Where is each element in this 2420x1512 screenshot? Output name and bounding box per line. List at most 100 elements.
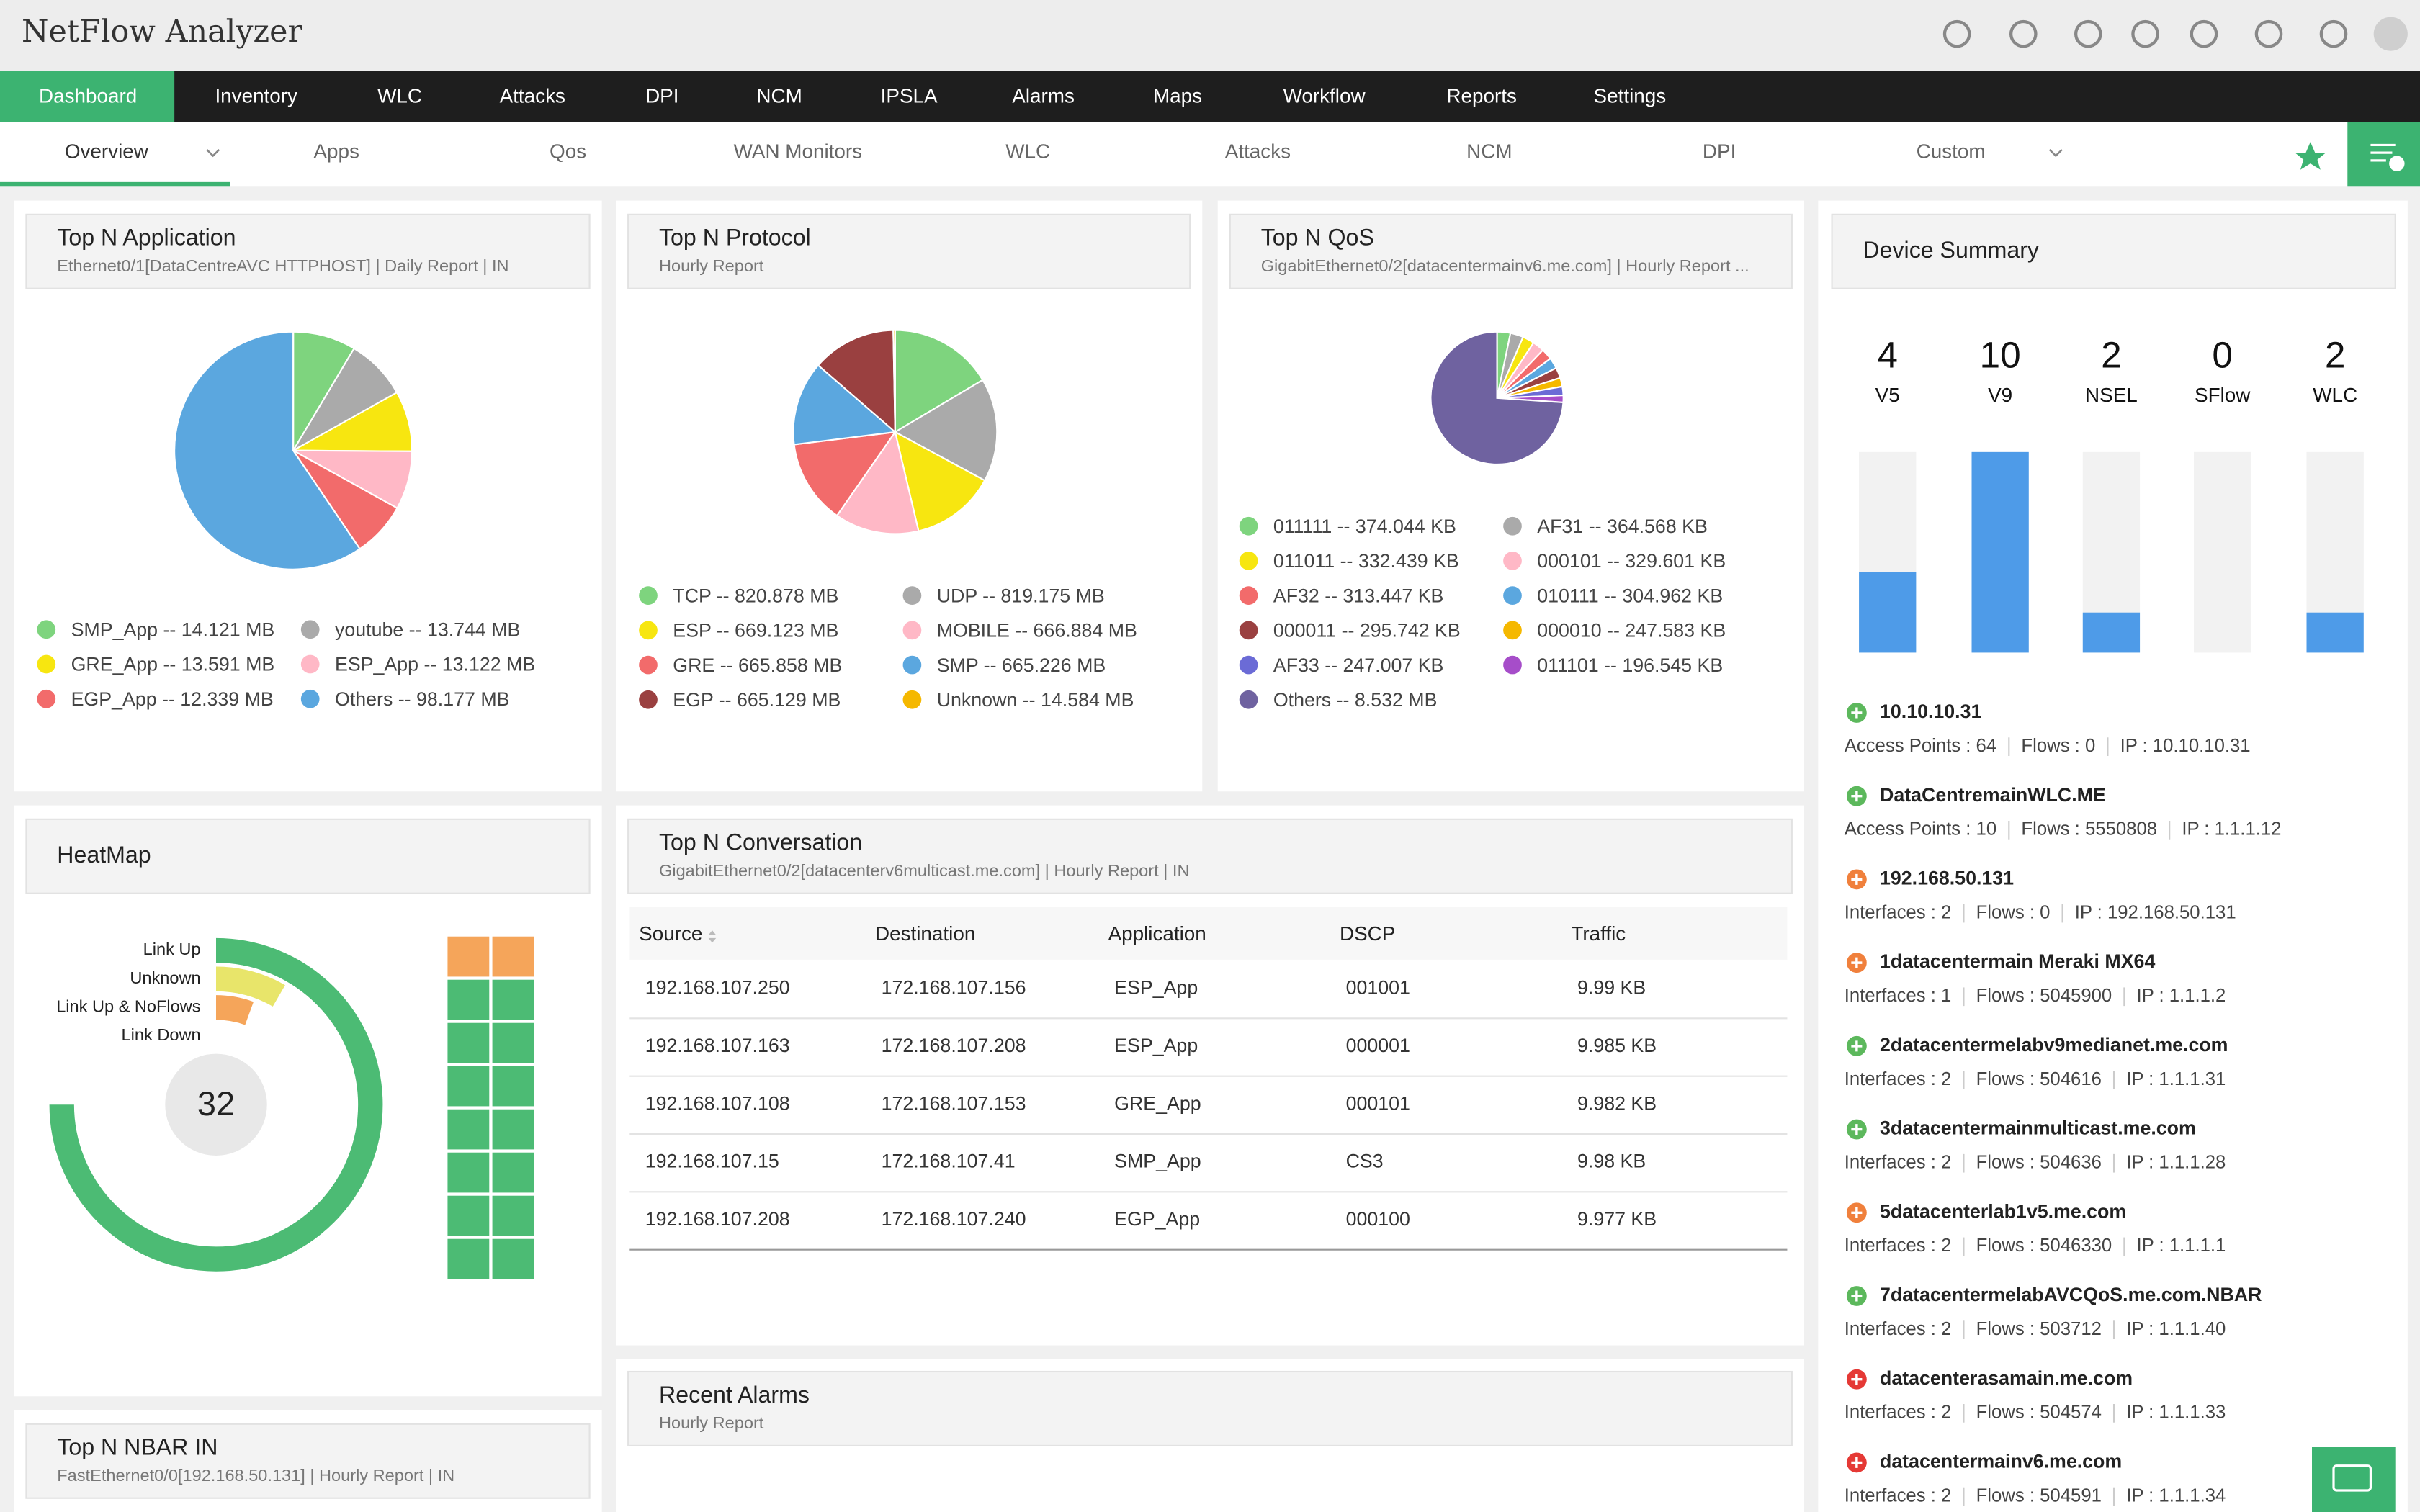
- pie-slice: [174, 330, 362, 570]
- favorite-star[interactable]: [2295, 142, 2326, 170]
- heatmap-cell[interactable]: [492, 1152, 534, 1193]
- legend-label: MOBILE -- 666.884 MB: [937, 620, 1137, 642]
- table-cell: 172.168.107.41: [882, 1151, 1016, 1172]
- device-count-label: V5: [1876, 384, 1900, 406]
- subnav-tab[interactable]: Apps: [313, 140, 359, 163]
- legend-dot: [37, 620, 56, 639]
- header-icon[interactable]: [1942, 19, 1971, 48]
- device-name[interactable]: datacentermainv6.me.com: [1880, 1451, 2122, 1472]
- nav-tab[interactable]: Maps: [1153, 84, 1202, 107]
- heatmap-cell[interactable]: [492, 936, 534, 977]
- table-cell: 9.99 KB: [1577, 977, 1646, 999]
- heatmap-cell[interactable]: [447, 1066, 490, 1107]
- nav-tab[interactable]: IPSLA: [881, 84, 938, 107]
- device-detail: IP : 1.1.1.2: [2136, 986, 2226, 1006]
- legend-label: 011111 -- 374.044 KB: [1273, 516, 1456, 537]
- device-count: 2: [2101, 334, 2122, 376]
- device-name[interactable]: 10.10.10.31: [1880, 701, 1982, 722]
- device-name[interactable]: datacenterasamain.me.com: [1880, 1367, 2133, 1389]
- subnav-tab[interactable]: Custom: [1917, 140, 1986, 163]
- subnav-tab[interactable]: WLC: [1005, 140, 1050, 163]
- device-status-glyph: [1851, 957, 1863, 968]
- subnav-tab[interactable]: Attacks: [1225, 140, 1291, 163]
- dropdown-caret[interactable]: [2048, 148, 2063, 158]
- nav-tab[interactable]: Alarms: [1012, 84, 1075, 107]
- pie-slice: [817, 329, 896, 434]
- heatmap-cell[interactable]: [447, 936, 490, 977]
- device-name[interactable]: 5datacenterlab1v5.me.com: [1880, 1200, 2126, 1222]
- table-cell: 172.168.107.156: [882, 977, 1026, 999]
- header-icon[interactable]: [2319, 19, 2348, 48]
- add-widget-button[interactable]: [2347, 122, 2420, 187]
- nav-tab[interactable]: Workflow: [1283, 84, 1366, 107]
- header-icon[interactable]: [2131, 19, 2159, 48]
- heatmap-cell[interactable]: [447, 1238, 490, 1279]
- add-widget-icon[interactable]: [2370, 143, 2396, 162]
- app-title: NetFlow Analyzer: [22, 14, 302, 50]
- heatmap-state-label: Link Down: [122, 1025, 201, 1044]
- nav-tab[interactable]: Reports: [1446, 84, 1517, 107]
- bar: [2306, 612, 2364, 653]
- nav-tab[interactable]: DPI: [645, 84, 678, 107]
- table-cell: 192.168.107.15: [645, 1151, 779, 1172]
- heatmap-cell[interactable]: [492, 1022, 534, 1063]
- nav-tab[interactable]: Attacks: [500, 84, 565, 107]
- heatmap-cell[interactable]: [492, 1109, 534, 1150]
- dropdown-caret[interactable]: [206, 148, 220, 158]
- device-name[interactable]: 1datacentermain Meraki MX64: [1880, 950, 2155, 972]
- heatmap-cell[interactable]: [447, 1152, 490, 1193]
- table-cell: 172.168.107.153: [882, 1092, 1026, 1114]
- pie-slice: [894, 329, 984, 433]
- device-name[interactable]: 3datacentermainmulticast.me.com: [1880, 1117, 2196, 1139]
- table-cell: GRE_App: [1114, 1092, 1201, 1114]
- device-status-glyph: [1851, 707, 1863, 719]
- device-name[interactable]: 7datacentermelabAVCQoS.me.com.NBAR: [1880, 1284, 2262, 1305]
- legend-dot: [1239, 586, 1258, 605]
- device-name[interactable]: 2datacentermelabv9medianet.me.com: [1880, 1034, 2228, 1056]
- user-avatar[interactable]: [2373, 17, 2408, 51]
- heatmap-cell[interactable]: [447, 979, 490, 1020]
- nav-tab[interactable]: NCM: [756, 84, 802, 107]
- add-widget-plus[interactable]: [2389, 156, 2405, 171]
- panel-subtitle: GigabitEthernet0/2[datacentermainv6.me.c…: [1261, 256, 1749, 275]
- heatmap-cell[interactable]: [492, 1066, 534, 1107]
- device-count: 10: [1980, 334, 2021, 376]
- panel-title: Top N Protocol: [659, 225, 811, 251]
- header-icon[interactable]: [2254, 19, 2283, 48]
- heatmap-cell[interactable]: [492, 1238, 534, 1279]
- panel: [1818, 200, 2408, 1512]
- device-count: 2: [2325, 334, 2346, 376]
- heatmap-cell[interactable]: [492, 1195, 534, 1236]
- table-header[interactable]: Source: [639, 922, 702, 945]
- header-icon[interactable]: [2190, 19, 2218, 48]
- legend-dot: [300, 689, 320, 708]
- subnav-tab[interactable]: Overview: [65, 140, 149, 163]
- nav-tab[interactable]: Inventory: [215, 84, 297, 107]
- nav-tab[interactable]: WLC: [377, 84, 422, 107]
- top-header: [0, 0, 2420, 71]
- chat-button[interactable]: [2312, 1446, 2396, 1512]
- device-detail: IP : 1.1.1.28: [2126, 1153, 2226, 1173]
- subnav-tab[interactable]: Qos: [550, 140, 586, 163]
- legend-label: UDP -- 819.175 MB: [937, 585, 1105, 606]
- subnav-tab[interactable]: DPI: [1703, 140, 1736, 163]
- heatmap-cell[interactable]: [492, 979, 534, 1020]
- header-icon[interactable]: [2074, 19, 2102, 48]
- header-icon[interactable]: [2009, 19, 2038, 48]
- subnav-tab[interactable]: WAN Monitors: [734, 140, 862, 163]
- heatmap-cell[interactable]: [447, 1195, 490, 1236]
- legend-dot: [1503, 552, 1522, 570]
- device-detail: Flows : 5550808: [2021, 819, 2157, 840]
- heatmap-cell[interactable]: [447, 1022, 490, 1063]
- nav-tab[interactable]: Settings: [1594, 84, 1667, 107]
- legend-dot: [639, 655, 658, 675]
- sort-icon[interactable]: [708, 930, 717, 943]
- heatmap-state-label: Link Up & NoFlows: [56, 997, 200, 1016]
- device-name[interactable]: DataCentremainWLC.ME: [1880, 784, 2106, 806]
- nav-tab[interactable]: Dashboard: [39, 84, 137, 107]
- heatmap-cell[interactable]: [447, 1109, 490, 1150]
- device-count: 4: [1877, 334, 1898, 376]
- subnav-tab[interactable]: NCM: [1466, 140, 1512, 163]
- device-name[interactable]: 192.168.50.131: [1880, 868, 2014, 889]
